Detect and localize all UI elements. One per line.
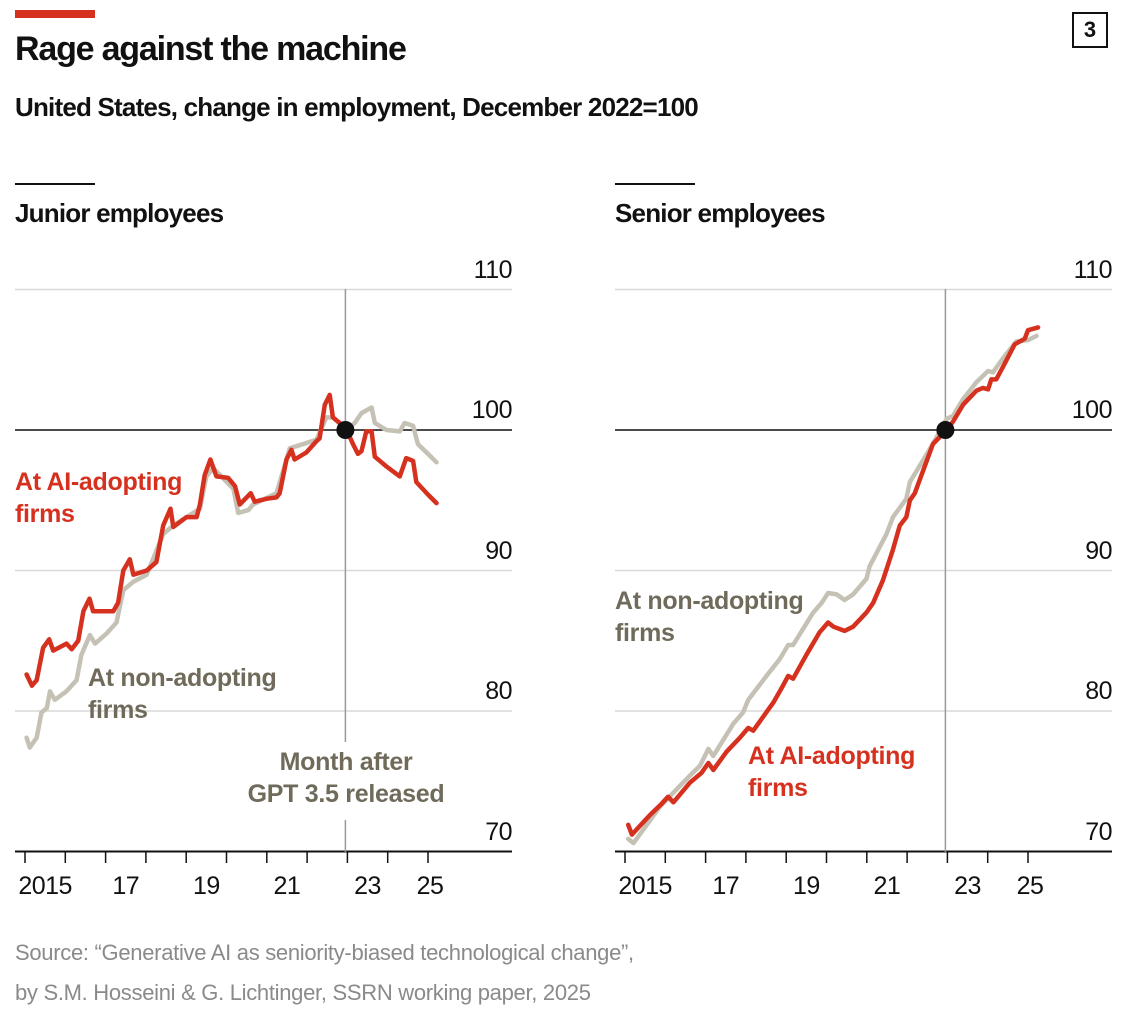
label-line: At non-adopting: [88, 664, 277, 692]
label-line: firms: [748, 774, 808, 802]
label-senior-ai-adopting: At AI-adopting firms: [748, 740, 915, 804]
x-tick-label: 2015: [618, 872, 672, 900]
source-line-2: by S.M. Hosseini & G. Lichtinger, SSRN w…: [15, 980, 591, 1005]
reference-dot: [936, 421, 955, 439]
x-tick-label: 17: [112, 872, 140, 900]
panel-rule-senior: [615, 183, 695, 185]
y-tick-label: 90: [485, 536, 512, 565]
label-junior-ai-adopting: At AI-adopting firms: [15, 466, 182, 530]
x-tick-label: 21: [273, 872, 301, 900]
label-line: At non-adopting: [615, 587, 804, 615]
y-tick-label: 70: [1085, 817, 1112, 846]
series-line-non-adopting: [625, 333, 1039, 846]
label-junior-non-adopting: At non-adopting firms: [88, 662, 277, 726]
chart-number-badge: 3: [1072, 12, 1108, 48]
y-tick-label: 110: [473, 255, 513, 284]
series-line-ai-adopting: [24, 392, 439, 688]
y-tick-label: 100: [1071, 396, 1113, 424]
x-tick-label: 21: [873, 872, 901, 900]
label-line: firms: [15, 500, 75, 528]
label-line: At AI-adopting: [748, 742, 916, 770]
source-line-1: Source: “Generative AI as seniority-bias…: [15, 940, 634, 965]
x-tick-label: 17: [712, 872, 740, 900]
label-line: Month after: [279, 748, 413, 776]
y-tick-label: 80: [1085, 677, 1112, 705]
label-line: firms: [615, 619, 675, 647]
panel-title-junior: Junior employees: [15, 198, 224, 228]
label-senior-non-adopting: At non-adopting firms: [615, 585, 804, 649]
brand-accent-bar: [15, 10, 95, 18]
x-tick-label: 19: [192, 872, 220, 900]
chart-subtitle: United States, change in employment, Dec…: [15, 92, 699, 122]
x-tick-label: 23: [354, 872, 381, 900]
y-tick-label: 90: [1085, 536, 1112, 565]
series-line-ai-adopting: [625, 325, 1041, 837]
y-tick-label: 80: [485, 677, 512, 705]
x-tick-label: 25: [416, 872, 444, 900]
reference-annotation: Month after GPT 3.5 released: [248, 746, 445, 810]
reference-dot: [336, 421, 355, 439]
label-line: GPT 3.5 released: [247, 780, 445, 808]
panel-title-senior: Senior employees: [615, 198, 826, 228]
y-tick-label: 110: [1073, 255, 1113, 284]
panel-rule-junior: [15, 183, 95, 185]
label-line: firms: [88, 696, 148, 724]
x-tick-label: 2015: [18, 872, 72, 900]
x-tick-label: 23: [954, 872, 981, 900]
label-line: At AI-adopting: [15, 468, 183, 496]
x-tick-label: 19: [792, 872, 820, 900]
chart-title: Rage against the machine: [15, 30, 407, 68]
x-tick-label: 25: [1016, 872, 1044, 900]
y-tick-label: 100: [471, 396, 513, 424]
y-tick-label: 70: [485, 817, 512, 846]
